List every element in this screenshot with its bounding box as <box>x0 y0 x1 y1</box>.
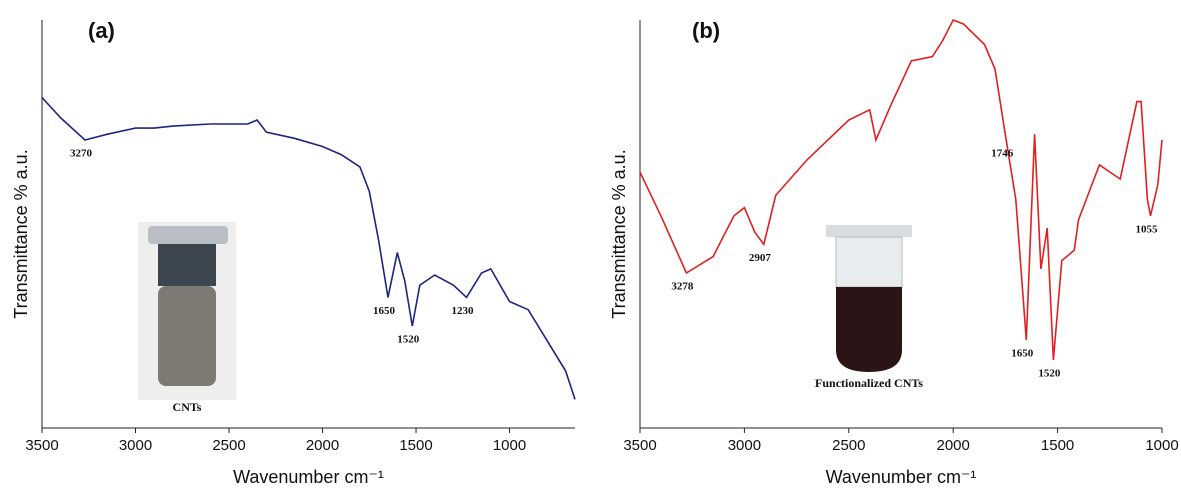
x-tick-label: 1500 <box>399 437 432 454</box>
x-tick-label: 1000 <box>493 437 526 454</box>
tube-rim <box>826 225 912 237</box>
tube-top <box>158 244 216 286</box>
peak-label: 3278 <box>671 280 694 292</box>
peak-label: 1520 <box>1038 367 1061 379</box>
peak-label: 1520 <box>397 334 420 346</box>
spectrum-line <box>41 96 576 400</box>
inset-a <box>138 222 236 400</box>
y-axis-title: Transmittance % a.u. <box>11 149 31 318</box>
peak-label: 1650 <box>373 305 396 317</box>
x-tick-label: 1500 <box>1041 437 1074 454</box>
inset-caption: CNTs <box>173 400 202 414</box>
panel-label: (b) <box>692 18 720 43</box>
x-axis-title: Wavenumber cm⁻¹ <box>826 467 977 487</box>
peak-label: 1230 <box>452 305 475 317</box>
inset-caption: Functionalized CNTs <box>815 376 923 390</box>
peak-label: 1055 <box>1136 223 1159 235</box>
x-tick-label: 2500 <box>212 437 245 454</box>
peak-label: 2907 <box>749 252 772 264</box>
peak-label: 3270 <box>70 147 93 159</box>
x-tick-label: 3000 <box>728 437 761 454</box>
x-tick-label: 3000 <box>119 437 152 454</box>
x-tick-label: 3500 <box>25 437 58 454</box>
inset-b <box>826 225 912 372</box>
tube-cap <box>148 226 228 244</box>
spectrum-line <box>639 18 1163 360</box>
panel-label: (a) <box>88 18 115 43</box>
x-tick-label: 3500 <box>623 437 656 454</box>
x-axis-title: Wavenumber cm⁻¹ <box>233 467 384 487</box>
x-tick-label: 2500 <box>832 437 865 454</box>
x-tick-label: 2000 <box>937 437 970 454</box>
tube-liquid <box>836 287 902 372</box>
tube-body <box>158 286 216 386</box>
peak-label: 1746 <box>991 147 1014 159</box>
x-tick-label: 1000 <box>1145 437 1178 454</box>
peak-label: 1650 <box>1011 347 1034 359</box>
y-axis-title: Transmittance % a.u. <box>609 149 629 318</box>
tube-top <box>835 236 903 288</box>
x-tick-label: 2000 <box>306 437 339 454</box>
